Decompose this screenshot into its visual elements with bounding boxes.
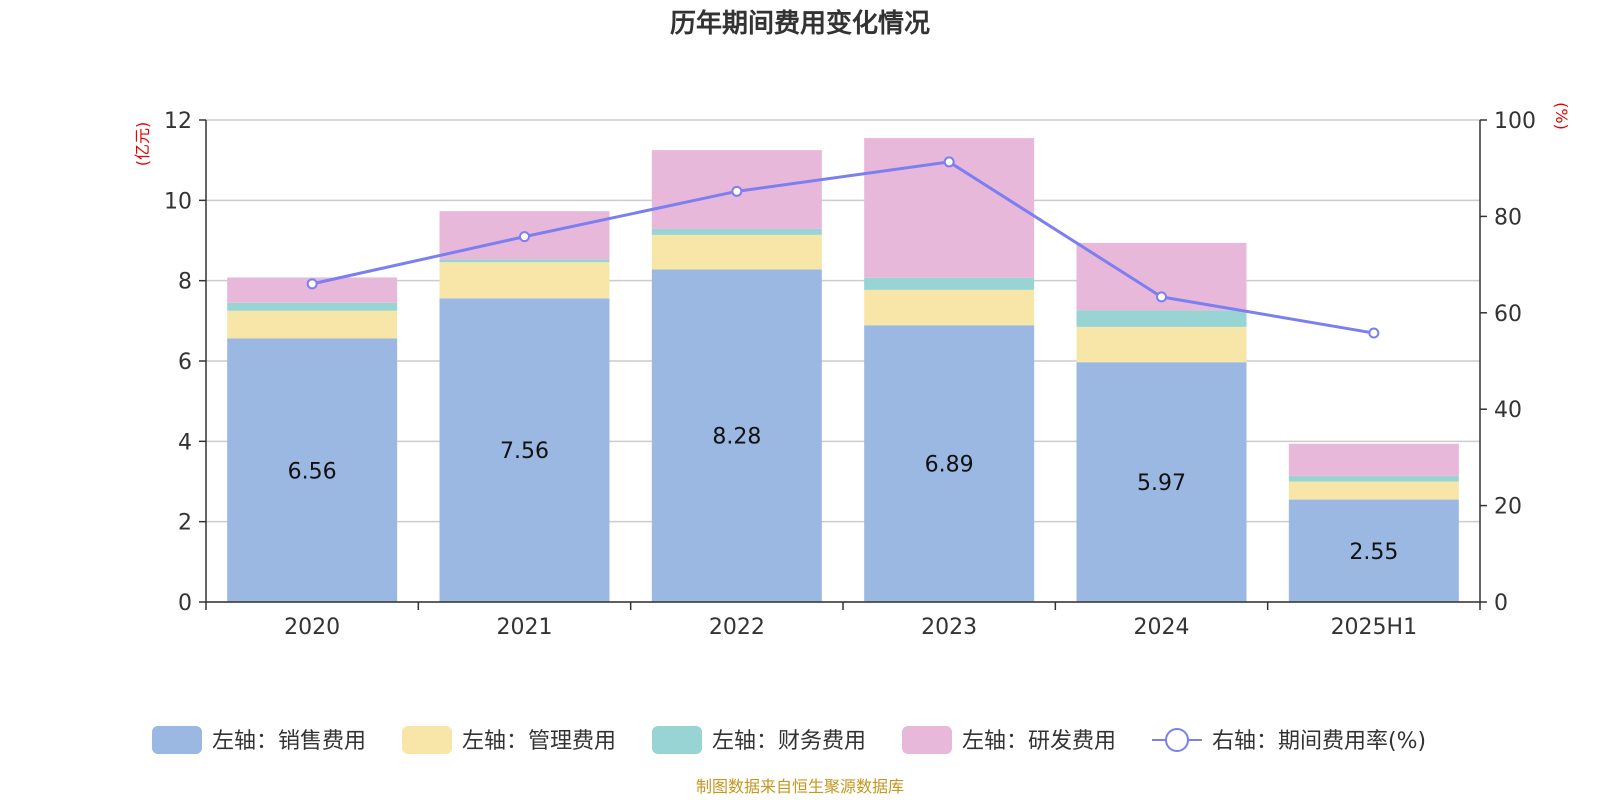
bar-segment-3 [651,228,822,235]
bar-segment-1 [864,325,1035,602]
legend-line-marker [1165,728,1189,752]
right-tick-label: 0 [1494,591,1508,616]
left-tick-label: 0 [178,591,192,616]
grid-lines [206,119,1480,603]
expense-rate-point [519,231,530,243]
legend-label-3: 左轴：财务费用 [712,729,866,754]
bar-segment-3 [864,277,1035,290]
chart-title: 历年期间费用变化情况 [670,8,930,39]
x-tick-label: 2023 [921,615,977,640]
legend-label-1: 左轴：销售费用 [212,729,366,754]
left-tick-label: 12 [164,109,192,134]
bar-data-label: 2.55 [1349,540,1398,565]
bar-segment-2 [651,234,822,270]
left-tick-label: 2 [178,511,192,536]
bar-segment-3 [227,302,398,311]
expense-rate-point [1368,327,1380,339]
bar-segment-1 [1288,499,1459,602]
left-tick-label: 6 [178,350,192,375]
x-tick-label: 2022 [709,615,765,640]
bar-segment-2 [1076,326,1247,363]
expense-rate-line [306,156,1380,339]
right-tick-label: 20 [1494,495,1522,520]
right-axis-unit: (%) [1552,102,1571,130]
axes: 0 2 4 6 8 10 12 0 20 40 60 80 100 2020 2021 2022 2023 202… [164,109,1536,640]
bar-data-label: 7.56 [500,439,549,464]
x-tick-label: 2025H1 [1331,615,1418,640]
legend-swatch-3 [652,726,702,754]
expense-rate-point [731,185,743,197]
expense-rate-point [943,156,955,168]
left-tick-label: 4 [178,430,192,455]
bar-segment-4 [1288,443,1459,476]
bar-segment-1 [227,338,398,602]
bar-segment-1 [651,269,822,602]
source-note: 制图数据来自恒生聚源数据库 [696,777,904,796]
x-tick-label: 2020 [284,615,340,640]
legend-label-line: 右轴：期间费用率(%) [1212,729,1426,754]
left-axis-unit: (亿元) [133,122,152,167]
bar-segment-2 [439,262,610,299]
expense-rate-point [306,278,318,290]
legend-label-4: 左轴：研发费用 [962,729,1116,754]
data-labels: 6.56 7.56 8.28 6.89 5.97 2.55 [288,425,1399,565]
bars [227,138,1459,602]
bar-segment-3 [439,259,610,263]
bar-segment-3 [1288,475,1459,482]
right-tick-label: 100 [1494,109,1536,134]
expense-rate-polyline [311,160,1375,335]
bar-segment-3 [1076,310,1247,327]
legend-swatch-2 [402,726,452,754]
bar-data-label: 6.89 [925,453,974,478]
bar-data-label: 8.28 [712,425,761,450]
legend-label-2: 左轴：管理费用 [462,729,616,754]
right-tick-label: 40 [1494,398,1522,423]
bar-segment-2 [864,289,1035,326]
bar-segment-1 [1076,362,1247,602]
left-tick-label: 10 [164,189,192,214]
bar-data-label: 6.56 [288,459,337,484]
right-tick-label: 60 [1494,302,1522,327]
bar-segment-1 [439,298,610,602]
x-tick-label: 2021 [497,615,553,640]
legend-swatch-4 [902,726,952,754]
bar-segment-2 [227,310,398,339]
right-tick-label: 80 [1494,205,1522,230]
legend-swatch-1 [152,726,202,754]
bar-segment-2 [1288,481,1459,500]
bar-data-label: 5.97 [1137,471,1186,496]
expense-rate-point [1156,291,1167,303]
x-tick-label: 2024 [1134,615,1190,640]
legend: 左轴：销售费用 左轴：管理费用 左轴：财务费用 左轴：研发费用 右轴：期间费用率(%) [152,726,1426,754]
left-tick-label: 8 [178,270,192,295]
